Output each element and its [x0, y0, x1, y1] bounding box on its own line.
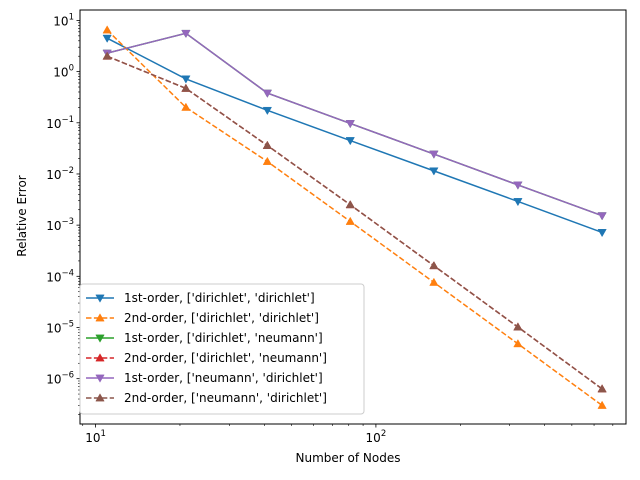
- legend-label: 1st-order, ['dirichlet', 'neumann']: [124, 331, 323, 345]
- data-point: [597, 212, 607, 221]
- data-point: [262, 106, 272, 116]
- legend-label: 2nd-order, ['neumann', 'dirichlet']: [124, 391, 327, 405]
- legend-label: 1st-order, ['neumann', 'dirichlet']: [124, 371, 323, 385]
- data-point: [262, 89, 272, 98]
- data-point: [181, 29, 191, 39]
- y-axis-label: Relative Error: [15, 175, 29, 257]
- legend-marker: [95, 313, 105, 322]
- data-point: [102, 34, 112, 43]
- data-point: [429, 167, 439, 176]
- legend-label: 2nd-order, ['dirichlet', 'dirichlet']: [124, 311, 319, 325]
- legend-label: 2nd-order, ['dirichlet', 'neumann']: [124, 351, 327, 365]
- data-point: [345, 137, 355, 146]
- legend-marker: [95, 374, 105, 383]
- legend-item: 1st-order, ['neumann', 'dirichlet']: [86, 371, 323, 385]
- series-5: [102, 29, 607, 221]
- series-6: [102, 51, 607, 393]
- data-point: [429, 150, 439, 159]
- data-point: [102, 25, 112, 34]
- data-point: [345, 120, 355, 129]
- legend-marker: [95, 294, 105, 303]
- legend-item: 1st-order, ['dirichlet', 'neumann']: [86, 331, 323, 345]
- plot-frame: [79, 9, 627, 425]
- data-point: [345, 200, 355, 209]
- legend-item: 2nd-order, ['dirichlet', 'dirichlet']: [86, 311, 319, 325]
- legend-box: [79, 283, 365, 415]
- y-tick-label: 100: [53, 64, 74, 80]
- legend-item: 1st-order, ['dirichlet', 'dirichlet']: [86, 291, 315, 305]
- legend-item: 2nd-order, ['dirichlet', 'neumann']: [86, 351, 327, 365]
- legend-marker: [95, 393, 105, 402]
- data-point: [513, 322, 523, 331]
- series-1: [102, 34, 607, 238]
- series-2: [102, 25, 607, 409]
- y-tick-label: 101: [53, 12, 74, 28]
- legend-label: 1st-order, ['dirichlet', 'dirichlet']: [124, 291, 315, 305]
- legend-marker: [95, 334, 105, 343]
- data-point: [262, 140, 272, 149]
- y-tick-label: 10−5: [46, 319, 74, 335]
- series-line: [106, 32, 603, 217]
- data-point: [262, 156, 272, 165]
- data-point: [345, 216, 355, 225]
- data-point: [429, 277, 439, 286]
- x-tick-label: 101: [85, 429, 106, 445]
- data-point: [181, 102, 191, 111]
- y-tick-label: 10−6: [46, 371, 74, 387]
- data-point: [429, 261, 439, 270]
- plot-area: [102, 25, 607, 409]
- x-tick-label: 102: [366, 429, 387, 445]
- data-point: [181, 75, 191, 84]
- legend-item: 2nd-order, ['neumann', 'dirichlet']: [86, 391, 327, 405]
- data-point: [597, 400, 607, 409]
- data-point: [597, 229, 607, 238]
- series-line: [106, 37, 603, 234]
- x-axis-ticks: 101 102: [82, 424, 614, 445]
- y-tick-label: 10−2: [46, 166, 74, 182]
- y-tick-label: 10−1: [46, 115, 74, 131]
- data-point: [513, 198, 523, 207]
- data-point: [181, 83, 191, 92]
- legend: 1st-order, ['dirichlet', 'dirichlet'] 2nd…: [79, 283, 365, 415]
- data-point: [513, 181, 523, 190]
- y-axis-ticks: 10−6 10−5 10−4 10−3 10−2 10−1 100 101: [46, 12, 80, 415]
- data-point: [102, 51, 112, 60]
- y-tick-label: 10−4: [46, 268, 74, 284]
- y-tick-label: 10−3: [46, 217, 74, 233]
- data-point: [597, 384, 607, 393]
- x-axis-label: Number of Nodes: [296, 451, 401, 465]
- data-point: [513, 339, 523, 348]
- legend-marker: [95, 353, 105, 362]
